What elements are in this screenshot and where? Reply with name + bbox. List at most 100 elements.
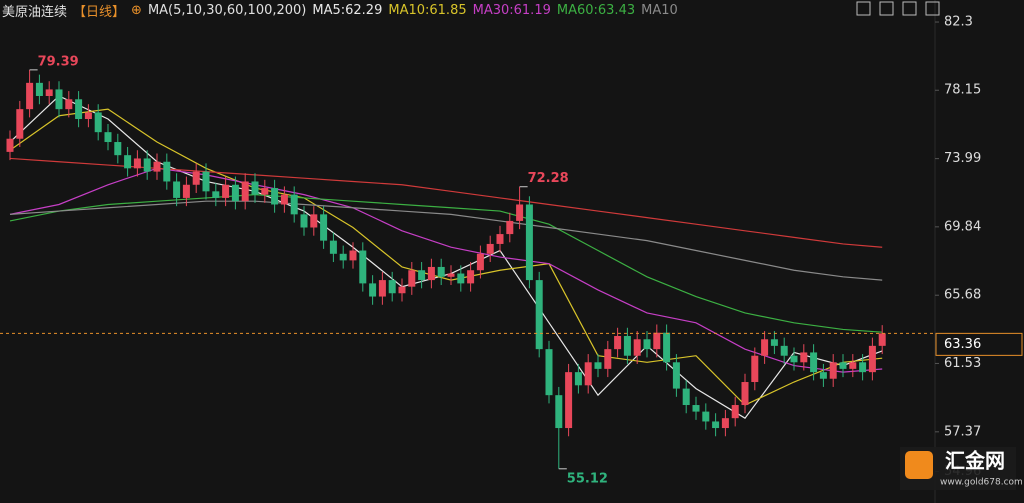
candle-body — [721, 418, 729, 429]
candle-body — [163, 161, 171, 182]
candle-body — [173, 181, 181, 198]
y-tick-label: 78.15 — [944, 83, 981, 98]
candle-body — [633, 339, 641, 356]
candle-body — [672, 362, 680, 389]
watermark-title: 汇金网 — [945, 449, 1005, 473]
tool-icon[interactable] — [879, 1, 894, 16]
candle-body — [565, 372, 573, 429]
candle-body — [457, 273, 465, 284]
indicator[interactable]: MA(5,10,30,60,100,200) — [147, 2, 307, 18]
candle-body — [859, 362, 867, 373]
watermark-url: www.gold678.com — [940, 478, 1023, 488]
candle-body — [653, 332, 661, 350]
candle-body — [271, 188, 279, 205]
settings-icon[interactable]: ⊕ — [131, 2, 142, 18]
candle-body — [437, 266, 445, 277]
candle-body — [790, 355, 798, 363]
last-price-box — [935, 332, 1023, 356]
candle-body — [16, 109, 24, 139]
candle-body — [55, 89, 63, 110]
ma-line — [9, 200, 883, 281]
y-tick-label: 65.68 — [944, 288, 981, 303]
legend-entry[interactable]: MA30:61.19 — [472, 2, 551, 18]
tool-icon[interactable] — [902, 1, 917, 16]
candle-body — [525, 204, 533, 281]
ma-line — [9, 194, 883, 333]
header: 美原油连续 【日线】 ⊕ MA(5,10,30,60,100,200) MA5:… — [2, 0, 678, 20]
candle-body — [692, 405, 700, 412]
candle-body — [574, 372, 582, 386]
candle-body — [663, 332, 671, 363]
title: 美原油连续 — [2, 4, 68, 20]
candle-body — [359, 250, 367, 284]
candle-body — [496, 234, 504, 244]
candle-body — [300, 214, 308, 228]
candle-body — [124, 155, 132, 169]
candle-body — [467, 270, 475, 284]
annotation-label: 72.28 — [528, 171, 569, 186]
candle-body — [506, 220, 514, 235]
y-tick-label: 57.37 — [944, 424, 981, 439]
candle-body — [535, 280, 543, 350]
candle-body — [839, 362, 847, 369]
candle-body — [751, 355, 759, 383]
y-tick-label: 82.3 — [944, 15, 973, 30]
candle-body — [143, 158, 151, 172]
legend-entry[interactable]: MA5:62.29 — [312, 2, 383, 18]
last-price-label: 63.36 — [944, 337, 981, 352]
candle-body — [712, 421, 720, 429]
candle-body — [369, 283, 377, 297]
candle-body — [476, 253, 484, 271]
candle-body — [261, 188, 269, 195]
candle-body — [35, 82, 43, 96]
candle-body — [94, 112, 102, 133]
candle-body — [819, 372, 827, 379]
candle-body — [26, 82, 34, 110]
tool-icon[interactable] — [856, 1, 871, 16]
candle-body — [320, 214, 328, 241]
candle-body — [614, 335, 622, 350]
period[interactable]: 【日线】 — [73, 4, 126, 20]
candle-body — [878, 333, 886, 346]
y-tick-label: 61.53 — [944, 356, 981, 371]
candle-body — [810, 352, 818, 373]
candle-body — [584, 362, 592, 386]
candle-body — [741, 382, 749, 406]
candle-body — [555, 395, 563, 429]
candle-body — [84, 112, 92, 120]
candle-body — [133, 158, 141, 169]
legend-entry[interactable]: MA10 — [641, 2, 678, 18]
candle-body — [212, 191, 220, 198]
candle-body — [770, 339, 778, 346]
y-tick-label: 73.99 — [944, 151, 981, 166]
candle-body — [408, 270, 416, 287]
candle-body — [418, 270, 426, 281]
candle-body — [222, 184, 230, 198]
candle-body — [290, 194, 298, 215]
y-tick-label: 69.84 — [944, 219, 981, 234]
candle-body — [45, 89, 53, 96]
candle-body — [486, 243, 494, 254]
candle-body — [447, 273, 455, 277]
candle-body — [398, 286, 406, 294]
candle-body — [114, 142, 122, 156]
candle-body — [75, 99, 83, 120]
candle-body — [378, 280, 386, 297]
candle-body — [65, 99, 73, 110]
tool-icon[interactable] — [925, 1, 940, 16]
legend-entry[interactable]: MA10:61.85 — [388, 2, 467, 18]
candle-body — [192, 171, 200, 185]
candle-body — [202, 171, 210, 192]
legend-entry[interactable]: MA60:63.43 — [556, 2, 636, 18]
toolbar — [856, 1, 940, 16]
candle-body — [731, 405, 739, 419]
candle-body — [829, 362, 837, 379]
candle-body — [6, 138, 14, 152]
candle-body — [849, 362, 857, 369]
candle-body — [594, 362, 602, 369]
candle-body — [182, 184, 190, 198]
candle-body — [251, 181, 259, 195]
candle-body — [682, 388, 690, 406]
candle-body — [231, 184, 239, 202]
